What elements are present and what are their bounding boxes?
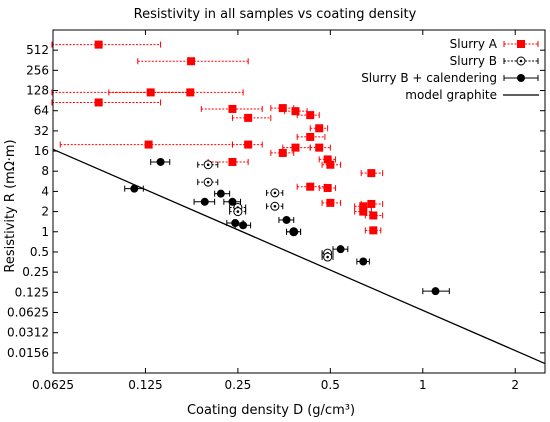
data-point-filled-circle <box>431 287 440 296</box>
y-tick-label: 1 <box>41 225 49 239</box>
data-point-square <box>244 140 253 149</box>
data-point-square <box>326 160 335 169</box>
data-point-square <box>323 155 332 164</box>
y-tick-label: 128 <box>26 84 49 98</box>
chart-title: Resistivity in all samples vs coating de… <box>134 7 417 22</box>
y-tick-label: 2 <box>41 205 49 219</box>
data-point-square <box>146 88 155 97</box>
data-point-square <box>278 104 287 113</box>
data-point-square <box>369 211 378 220</box>
data-point-filled-circle <box>156 157 165 166</box>
legend-marker-square <box>517 40 525 48</box>
y-tick-label: 256 <box>26 63 49 77</box>
x-tick-label: 1 <box>419 378 427 392</box>
data-point-square <box>228 104 237 113</box>
y-tick-label: 4 <box>41 184 49 198</box>
data-point-square <box>326 198 335 207</box>
data-point-filled-circle <box>359 257 368 266</box>
series-1 <box>197 160 334 262</box>
data-point-square <box>187 57 196 66</box>
data-point-center-dot <box>326 255 329 259</box>
data-point-square <box>94 40 103 49</box>
data-point-filled-circle <box>239 221 248 230</box>
model-graphite-line <box>52 148 546 365</box>
data-point-square <box>359 207 368 216</box>
data-point-square <box>359 202 368 211</box>
series-2 <box>124 157 450 296</box>
y-tick-label: 0.125 <box>15 285 49 299</box>
y-tick-label: 512 <box>26 43 49 57</box>
data-point-square <box>278 148 287 157</box>
plot-frame <box>52 29 546 374</box>
data-point-square <box>367 199 376 208</box>
y-axis-label: Resistivity R (mΩ·m) <box>3 139 18 272</box>
data-point-filled-circle <box>282 215 291 224</box>
data-point-center-dot <box>273 204 277 208</box>
series-layer <box>51 40 546 365</box>
data-point-center-dot <box>236 210 240 213</box>
data-point-square <box>367 169 376 178</box>
data-point-square <box>306 182 315 191</box>
data-point-square <box>306 111 315 120</box>
legend: Slurry A Slurry B Slurry B + calendering mo… <box>361 37 539 102</box>
x-tick-label: 0.25 <box>225 378 252 392</box>
y-tick-label: 16 <box>34 144 49 158</box>
data-point-square <box>228 157 237 166</box>
x-axis-ticks: 0.0625 0.125 0.25 0.5 1 2 <box>32 30 519 392</box>
data-point-center-dot <box>206 163 210 167</box>
series-0 <box>51 40 384 235</box>
data-point-square <box>291 107 300 116</box>
y-axis-ticks: 0.0156 0.0312 0.0625 0.125 0.25 0.5 1 2 4 8 16 32 64… <box>7 43 545 360</box>
legend-label: Slurry B <box>450 54 497 68</box>
data-point-square <box>244 113 253 122</box>
y-tick-label: 0.0312 <box>7 326 49 340</box>
data-point-square <box>315 143 324 152</box>
legend-marker-filled-circle <box>517 74 525 82</box>
data-point-square <box>315 124 324 133</box>
x-tick-label: 2 <box>511 378 519 392</box>
x-tick-label: 0.0625 <box>32 378 74 392</box>
x-tick-label: 0.125 <box>128 378 162 392</box>
legend-label: Slurry B + calendering <box>361 71 497 85</box>
data-point-filled-circle <box>216 189 225 198</box>
data-point-center-dot <box>273 191 277 195</box>
data-point-square <box>323 183 332 192</box>
y-tick-label: 64 <box>34 104 49 118</box>
legend-marker-center-dot <box>519 59 523 63</box>
data-point-square <box>306 132 315 141</box>
y-tick-label: 0.0625 <box>7 305 49 319</box>
y-tick-label: 8 <box>41 164 49 178</box>
data-point-square <box>144 140 153 149</box>
legend-label: model graphite <box>405 88 497 102</box>
data-point-filled-circle <box>289 227 298 236</box>
y-tick-label: 0.0156 <box>7 346 49 360</box>
data-point-square <box>186 88 195 97</box>
x-axis-label: Coating density D (g/cm³) <box>187 403 355 418</box>
data-point-square <box>94 98 103 107</box>
data-point-filled-circle <box>130 184 139 193</box>
data-point-filled-circle <box>228 197 237 206</box>
data-point-center-dot <box>206 180 210 184</box>
y-tick-label: 0.5 <box>30 245 49 259</box>
data-point-filled-circle <box>200 197 209 206</box>
legend-label: Slurry A <box>450 37 498 51</box>
y-tick-label: 32 <box>34 124 49 138</box>
x-tick-label: 0.5 <box>321 378 340 392</box>
data-point-filled-circle <box>336 245 345 254</box>
data-point-square <box>369 226 378 235</box>
y-tick-label: 0.25 <box>22 265 49 279</box>
data-point-square <box>291 143 300 152</box>
